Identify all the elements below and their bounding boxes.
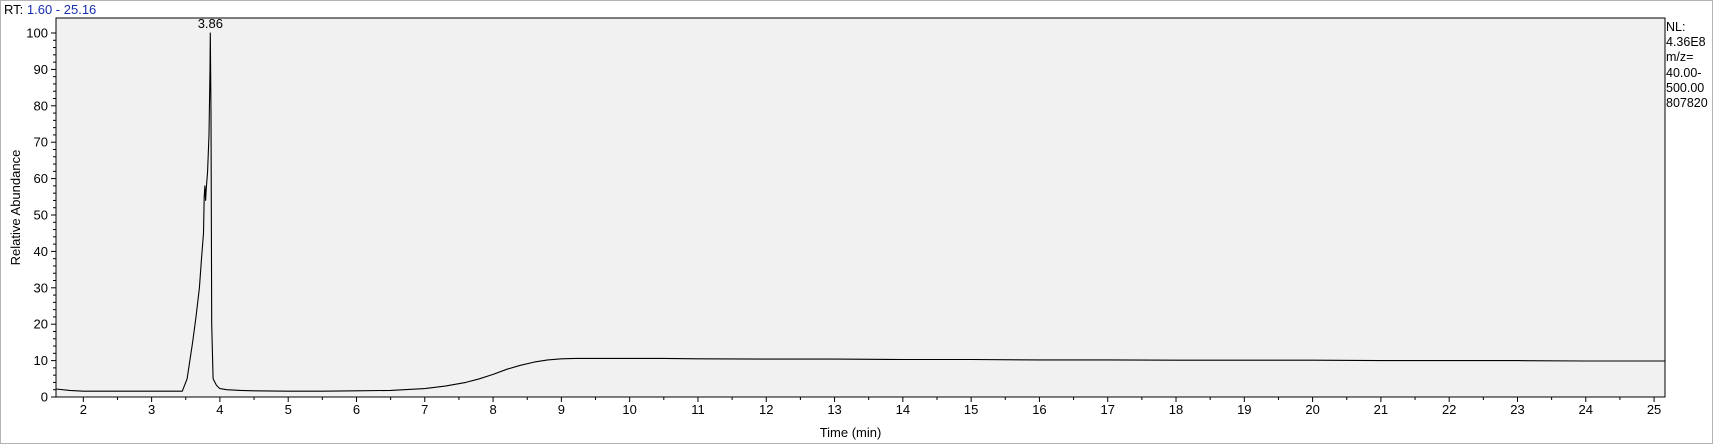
normalization-info-panel: NL: 4.36E8 m/z= 40.00- 500.00 807820 xyxy=(1666,20,1713,111)
x-tick-label: 16 xyxy=(1032,402,1046,417)
x-tick-label: 22 xyxy=(1442,402,1456,417)
x-tick-label: 5 xyxy=(285,402,292,417)
x-tick-label: 6 xyxy=(353,402,360,417)
y-tick-label: 50 xyxy=(34,208,48,223)
rt-range-value: 1.60 - 25.16 xyxy=(26,2,97,17)
mz-range-end: 500.00 xyxy=(1666,80,1705,95)
nl-label: NL: xyxy=(1666,20,1686,34)
x-axis: 2 3 4 5 6 7 8 9 10 11 12 13 14 15 16 17 18 19 20 21 22 23 24 25 xyxy=(56,396,1665,417)
x-tick-label: 7 xyxy=(421,402,428,417)
x-tick-label: 10 xyxy=(622,402,636,417)
y-axis: 0 10 20 30 40 50 60 70 80 90 100 xyxy=(26,18,57,405)
scan-id: 807820 xyxy=(1666,95,1708,110)
y-axis-title: Relative Abundance xyxy=(8,150,23,266)
y-tick-label: 70 xyxy=(34,135,48,150)
annotation-layer: 3.86 xyxy=(198,16,223,31)
y-tick-label: 10 xyxy=(34,353,48,368)
y-tick-label: 30 xyxy=(34,280,48,295)
x-tick-label: 14 xyxy=(896,402,910,417)
x-tick-label: 13 xyxy=(827,402,841,417)
x-tick-label: 25 xyxy=(1647,402,1661,417)
rt-range-header: RT: 1.60 - 25.16 xyxy=(4,2,96,17)
x-tick-label: 20 xyxy=(1305,402,1319,417)
y-tick-label: 90 xyxy=(34,62,48,77)
chromatogram-trace xyxy=(55,32,1665,392)
y-tick-label: 40 xyxy=(34,244,48,259)
x-tick-label: 2 xyxy=(80,402,87,417)
x-tick-label: 8 xyxy=(489,402,496,417)
y-tick-label: 80 xyxy=(34,98,48,113)
mz-label: m/z= xyxy=(1666,50,1694,65)
x-tick-label: 21 xyxy=(1374,402,1388,417)
x-tick-label: 15 xyxy=(964,402,978,417)
y-tick-label: 0 xyxy=(41,390,48,405)
mz-range-start: 40.00- xyxy=(1666,65,1702,80)
series-layer xyxy=(55,32,1665,392)
x-tick-label: 3 xyxy=(148,402,155,417)
x-tick-label: 4 xyxy=(216,402,223,417)
nl-value: 4.36E8 xyxy=(1666,35,1706,50)
x-tick-label: 11 xyxy=(691,402,705,417)
y-tick-label: 20 xyxy=(34,317,48,332)
peak-label: 3.86 xyxy=(198,16,223,31)
x-axis-title: Time (min) xyxy=(820,425,882,440)
x-tick-label: 17 xyxy=(1100,402,1114,417)
rt-label: RT: xyxy=(4,2,24,17)
x-tick-label: 9 xyxy=(558,402,565,417)
x-tick-label: 19 xyxy=(1237,402,1251,417)
x-tick-label: 12 xyxy=(759,402,773,417)
y-tick-label: 100 xyxy=(26,26,48,41)
x-tick-label: 23 xyxy=(1510,402,1524,417)
plot-area xyxy=(55,17,1666,398)
x-tick-label: 18 xyxy=(1169,402,1183,417)
y-tick-label: 60 xyxy=(34,171,48,186)
x-tick-label: 24 xyxy=(1579,402,1593,417)
